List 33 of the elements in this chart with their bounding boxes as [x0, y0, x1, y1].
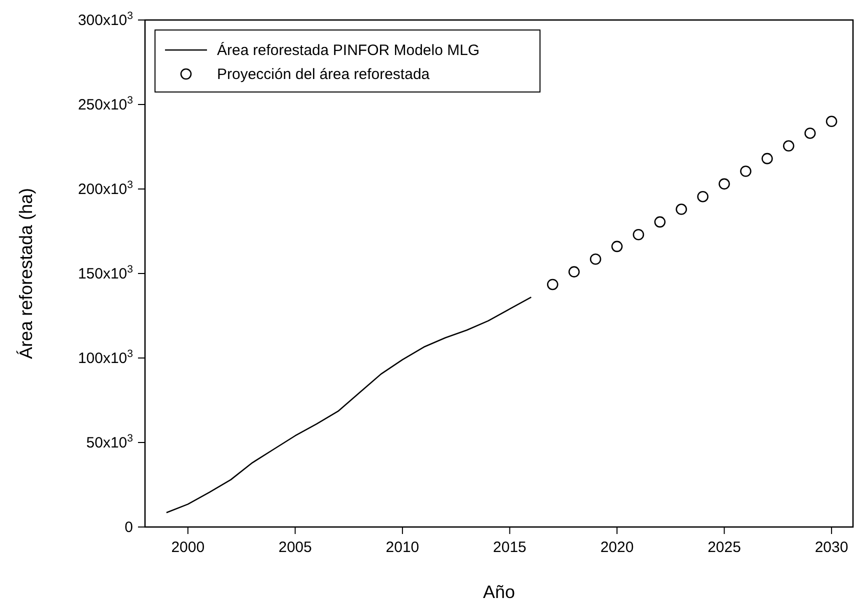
y-axis-title: Área reforestada (ha)	[16, 188, 36, 360]
point	[804, 128, 816, 139]
point	[654, 216, 666, 228]
y-tick-label: 300x10$^{3}$	[78, 10, 134, 29]
y-tick-label: 0	[124, 519, 133, 536]
x-tick-label: 2000	[171, 539, 205, 556]
x-tick-label: 2015	[493, 539, 526, 556]
point	[826, 116, 838, 128]
point	[568, 266, 580, 278]
line-series	[166, 296, 532, 514]
point	[762, 152, 773, 164]
point	[611, 240, 623, 252]
point	[782, 140, 794, 152]
x-axis-title: Año	[482, 582, 516, 602]
point	[697, 190, 708, 202]
x-tick-label: 2010	[386, 539, 420, 556]
y-tick-label: 250x10$^{3}$	[78, 94, 134, 114]
point	[718, 178, 730, 190]
x-tick-label: 2025	[708, 539, 741, 556]
point	[632, 228, 644, 240]
y-tick-label: 200x10$^{3}$	[78, 179, 134, 198]
point	[740, 166, 752, 177]
y-tick-label: 50x10$^{3}$	[86, 432, 134, 452]
point	[546, 278, 558, 290]
point	[676, 204, 688, 215]
x-tick-label: 2005	[278, 539, 312, 556]
y-tick-label: 100x10$^{3}$	[78, 348, 134, 367]
y-tick-label: 150x10$^{3}$	[78, 264, 134, 282]
legend-label: Proyección del área reforestada	[217, 66, 430, 83]
x-tick-label: 2030	[814, 539, 848, 556]
x-tick-label: 2020	[600, 539, 634, 556]
point	[590, 253, 602, 265]
legend-label: Área reforestada PINFOR Modelo MLG	[217, 41, 480, 59]
